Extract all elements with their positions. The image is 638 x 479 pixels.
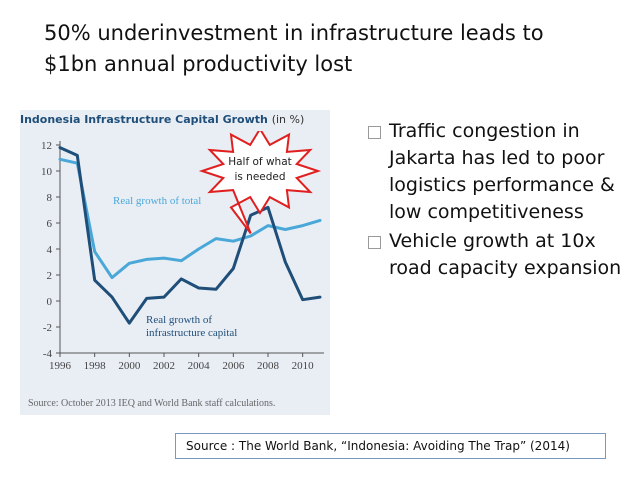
bullet-list: Traffic congestion in Jakarta has led to… (368, 118, 630, 284)
callout-text-line-1: Half of what (228, 156, 292, 168)
chart-title-unit: (in %) (271, 113, 305, 126)
chart-title-text: Indonesia Infrastructure Capital Growth (20, 113, 268, 126)
series-line-total (58, 157, 322, 280)
source-footer: Source : The World Bank, “Indonesia: Avo… (175, 433, 606, 459)
x-tick-label: 2000 (118, 360, 141, 372)
slide-title-line-2: $1bn annual productivity lost (44, 52, 353, 76)
y-tick-label: 4 (47, 244, 53, 256)
callout-text-line-2: is needed (234, 171, 285, 183)
x-tick-label: 2002 (153, 360, 175, 372)
bullet-square-icon (368, 126, 381, 139)
y-tick-label: 6 (47, 218, 53, 230)
y-tick-label: -4 (43, 348, 53, 360)
y-tick-label: 8 (47, 192, 53, 204)
x-tick-label: 2010 (292, 360, 315, 372)
bullet-text-traffic: Traffic congestion in Jakarta has led to… (389, 120, 615, 223)
bullet-square-icon (368, 236, 381, 249)
series-line-infrastructure (58, 146, 322, 325)
series-label-total: Real growth of total (113, 195, 201, 207)
x-tick-label: 1996 (49, 360, 72, 372)
y-tick-label: 2 (47, 270, 53, 282)
slide-title-line-1: 50% underinvestment in infrastructure le… (44, 21, 544, 45)
bullet-item: Traffic congestion in Jakarta has led to… (368, 118, 630, 226)
x-tick-label: 1998 (84, 360, 107, 372)
slide-title: 50% underinvestment in infrastructure le… (44, 18, 604, 80)
callout-starburst (198, 131, 322, 235)
y-tick-label: -2 (43, 322, 52, 334)
series-label-infrastructure-line-1: Real growth of (146, 314, 212, 326)
callout: Half of what is needed (198, 131, 322, 235)
y-tick-label: 12 (41, 140, 52, 152)
y-tick-label: 0 (47, 296, 53, 308)
chart-series (58, 146, 322, 325)
bullet-item: Vehicle growth at 10x road capacity expa… (368, 228, 630, 282)
chart-source-note: Source: October 2013 IEQ and World Bank … (28, 398, 276, 409)
chart-labels: Real growth of total Real growth of infr… (113, 195, 237, 339)
bullet-text-vehicle: Vehicle growth at 10x road capacity expa… (389, 230, 622, 279)
chart-title: Indonesia Infrastructure Capital Growth … (20, 113, 330, 131)
x-tick-label: 2008 (257, 360, 280, 372)
x-tick-label: 2004 (188, 360, 211, 372)
x-tick-label: 2006 (222, 360, 245, 372)
y-tick-label: 10 (41, 166, 53, 178)
series-label-infrastructure-line-2: infrastructure capital (146, 327, 237, 339)
